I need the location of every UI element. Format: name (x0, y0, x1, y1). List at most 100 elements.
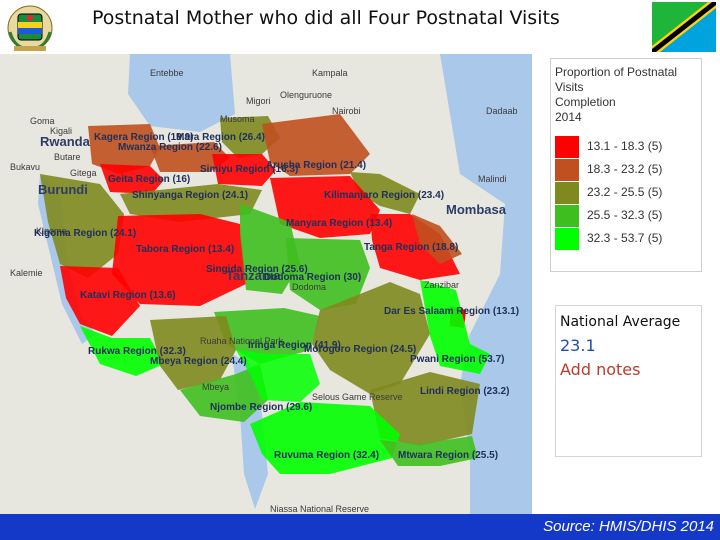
region-label-iringa: Iringa Region (41.9) (248, 340, 341, 351)
region-label-manyara: Manyara Region (13.4) (286, 218, 392, 229)
place-goma: Goma (30, 116, 55, 126)
region-label-mbeya: Mbeya Region (24.4) (150, 356, 247, 367)
place-gitega: Gitega (70, 168, 97, 178)
place-olenguruone: Olenguruone (280, 90, 332, 100)
place-mbeya: Mbeya (202, 382, 229, 392)
region-label-tabora: Tabora Region (13.4) (136, 244, 234, 255)
region-tanga[interactable] (370, 214, 460, 280)
region-southwest-fill (236, 350, 320, 402)
lake-victoria (128, 54, 235, 132)
footer-bar: Source: HMIS/DHIS 2014 (0, 514, 720, 540)
legend-title: Proportion of Postnatal Visits Completio… (555, 65, 697, 125)
place-rwanda: Rwanda (40, 134, 91, 149)
legend-label-4: 25.5 - 32.3 (5) (587, 208, 663, 222)
place-migori: Migori (246, 96, 271, 106)
place-niassa: Niassa National Reserve (270, 504, 369, 514)
legend-label-5: 32.3 - 53.7 (5) (587, 231, 663, 245)
region-label-mtwara: Mtwara Region (25.5) (398, 450, 498, 461)
legend-title-line-1: Proportion of Postnatal Visits (555, 65, 678, 94)
legend-label-2: 18.3 - 23.2 (5) (587, 162, 663, 176)
coat-of-arms-logo (4, 2, 56, 52)
add-notes-link[interactable]: Add notes (560, 360, 641, 379)
region-rukwa[interactable] (80, 326, 164, 376)
place-butare: Butare (54, 152, 81, 162)
place-kigoma: Kigoma (36, 226, 67, 236)
region-arusha[interactable] (262, 114, 370, 176)
legend-item-5: 32.3 - 53.7 (5) (555, 227, 695, 250)
legend-item-2: 18.3 - 23.2 (5) (555, 158, 695, 181)
region-label-pwani: Pwani Region (53.7) (410, 354, 504, 365)
region-label-tanga: Tanga Region (18.8) (364, 242, 458, 253)
region-label-mwanza: Mwanza Region (22.6) (118, 142, 222, 153)
legend-title-line-3: 2014 (555, 110, 582, 124)
region-label-mara: Mara Region (26.4) (176, 132, 265, 143)
national-average-value: 23.1 (560, 336, 596, 355)
region-njombe[interactable] (180, 364, 268, 422)
region-label-ruvuma: Ruvuma Region (32.4) (274, 450, 379, 461)
place-bukavu: Bukavu (10, 162, 40, 172)
region-mtwara[interactable] (380, 436, 478, 466)
legend-label-1: 13.1 - 18.3 (5) (587, 139, 663, 153)
notes-panel: National Average 23.1 Add notes (555, 305, 702, 457)
region-label-kilimanjaro: Kilimanjaro Region (23.4) (324, 190, 444, 201)
region-label-dar-es-salaam: Dar Es Salaam Region (13.1) (384, 306, 519, 317)
place-ruaha: Ruaha National Park (200, 336, 284, 346)
legend-item-1: 13.1 - 18.3 (5) (555, 135, 695, 158)
place-musoma: Musoma (220, 114, 255, 124)
region-label-geita: Geita Region (16) (108, 174, 190, 185)
region-label-kigoma: Kigoma Region (24.1) (34, 228, 136, 239)
region-simiyu[interactable] (212, 154, 276, 186)
region-katavi[interactable] (60, 266, 140, 336)
region-label-rukwa: Rukwa Region (32.3) (88, 346, 186, 357)
region-label-singida: Singida Region (25.6) (206, 264, 308, 275)
place-zanzibar: Zanzibar (424, 280, 459, 290)
legend-swatch-4 (555, 205, 579, 227)
legend-swatch-2 (555, 159, 579, 181)
region-pwani[interactable] (420, 280, 490, 374)
region-ruvuma[interactable] (250, 402, 400, 474)
place-entebbe: Entebbe (150, 68, 184, 78)
region-label-lindi: Lindi Region (23.2) (420, 386, 509, 397)
place-dadaab: Dadaab (486, 106, 518, 116)
region-label-simiyu: Simiyu Region (16.3) (200, 164, 298, 175)
region-label-morogoro: Morogoro Region (24.5) (304, 344, 416, 355)
region-label-katavi: Katavi Region (13.6) (80, 290, 176, 301)
legend-swatch-3 (555, 182, 579, 204)
region-manyara[interactable] (270, 176, 380, 238)
region-label-arusha: Arusha Region (21.4) (266, 160, 366, 171)
place-kigali: Kigali (50, 126, 72, 136)
region-label-shinyanga: Shinyanga Region (24.1) (132, 190, 248, 201)
region-singida[interactable] (240, 204, 300, 294)
place-kalemie: Kalemie (10, 268, 43, 278)
region-shinyanga[interactable] (120, 184, 262, 222)
region-mwanza[interactable] (150, 142, 230, 172)
region-kagera[interactable] (88, 124, 160, 174)
place-mombasa: Mombasa (446, 202, 507, 217)
region-geita[interactable] (100, 164, 164, 194)
map-legend: Proportion of Postnatal Visits Completio… (550, 58, 702, 272)
place-nairobi: Nairobi (332, 106, 361, 116)
place-selous: Selous Game Reserve (312, 392, 403, 402)
national-average-label: National Average (560, 314, 681, 330)
region-label-kagera: Kagera Region (19.9) (94, 132, 193, 143)
legend-swatch-1 (555, 136, 579, 158)
region-label-dodoma: Dodoma Region (30) (264, 272, 361, 283)
place-dodoma: Dodoma (292, 282, 326, 292)
choropleth-map[interactable]: Entebbe Kampala Olenguruone Migori Musom… (0, 54, 532, 514)
region-lindi[interactable] (370, 372, 480, 446)
region-kilimanjaro[interactable] (350, 172, 420, 214)
place-malindi: Malindi (478, 174, 507, 184)
place-tanzania: Tanzania (226, 268, 281, 283)
legend-swatch-5 (555, 228, 579, 250)
region-mbeya[interactable] (150, 316, 236, 390)
place-kampala: Kampala (312, 68, 348, 78)
region-morogoro[interactable] (312, 282, 430, 394)
legend-title-line-2: Completion (555, 95, 616, 109)
region-iringa[interactable] (214, 308, 320, 364)
tanzania-flag-icon (652, 2, 716, 52)
region-tabora[interactable] (112, 214, 246, 306)
region-kigoma[interactable] (40, 174, 124, 278)
region-tanga-east (412, 214, 462, 264)
source-text: Source: HMIS/DHIS 2014 (543, 518, 714, 535)
region-dodoma[interactable] (286, 238, 370, 310)
